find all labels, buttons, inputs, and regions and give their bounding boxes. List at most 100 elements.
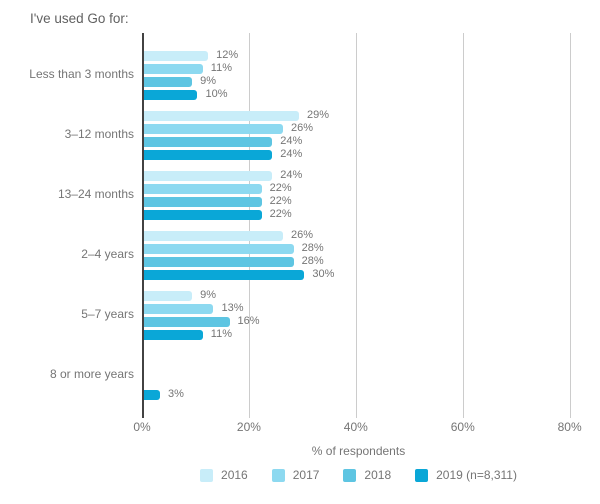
legend-item-2019-n-8-311: 2019 (n=8,311) <box>415 468 517 482</box>
x-tick-label-60: 60% <box>450 420 475 434</box>
bar-2017-13-24-months <box>144 183 262 194</box>
bar-value-label: 26% <box>290 229 314 241</box>
bar-row: 16% <box>144 315 575 327</box>
legend-item-2018: 2018 <box>343 468 391 482</box>
bar-value-label: 16% <box>237 315 260 327</box>
category-label-13-24-months: 13–24 months <box>57 187 134 201</box>
bar-value-label: 24% <box>280 148 303 160</box>
bar-row: 28% <box>144 242 575 254</box>
category-label-2-4-years: 2–4 years <box>81 247 134 261</box>
bar-2016-5-7-years <box>144 290 193 301</box>
bar-row: 24% <box>144 148 575 160</box>
category-label-8-or-more-years: 8 or more years <box>49 367 134 381</box>
bar-value-label: 9% <box>200 75 217 87</box>
bar-2016-less-than-3-months <box>144 50 209 61</box>
bar-2017-less-than-3-months <box>144 63 203 74</box>
bar-group-2-4-years: 26% 28% 28% 30% <box>144 225 575 285</box>
bar-row: 22% <box>144 208 575 220</box>
bar-2017-5-7-years <box>144 303 214 314</box>
bar-group-5-7-years: 9% 13% 16% 11% <box>144 285 575 345</box>
bar-row: 12% <box>144 49 575 61</box>
bar-2018-less-than-3-months <box>144 76 193 87</box>
legend-swatch-icon <box>415 468 429 482</box>
bar-2018-13-24-months <box>144 196 262 207</box>
bar-value-label: 26% <box>290 122 314 134</box>
x-tick-label-0: 0% <box>133 420 151 434</box>
bar-row: 11% <box>144 62 575 74</box>
x-tick-label-80: 80% <box>557 420 582 434</box>
bar-2016-13-24-months <box>144 170 273 181</box>
legend-label: 2018 <box>364 468 392 482</box>
category-label-5-7-years: 5–7 years <box>81 307 134 321</box>
legend-label: 2019 (n=8,311) <box>436 468 517 482</box>
bar-2019-n-8-311-3-12-months <box>144 149 273 160</box>
bar-group-13-24-months: 24% 22% 22% 22% <box>144 165 575 225</box>
bar-value-label: 11% <box>210 62 232 74</box>
bar-group-3-12-months: 29% 26% 24% 24% <box>144 105 575 165</box>
gridline-80 <box>569 33 571 418</box>
bar-2016-3-12-months <box>144 110 300 121</box>
category-label-3-12-months: 3–12 months <box>64 127 134 141</box>
gridline-20 <box>248 33 250 418</box>
legend-item-2017: 2017 <box>271 468 319 482</box>
gridline-60 <box>462 33 464 418</box>
bar-2019-n-8-311-8-or-more-years <box>144 389 161 400</box>
bar-row: 9% <box>144 289 575 301</box>
bar-2018-3-12-months <box>144 136 273 147</box>
chart-title: I've used Go for: <box>30 11 129 26</box>
bar-row: 9% <box>144 75 575 87</box>
legend-swatch-icon <box>271 468 285 482</box>
bar-2017-3-12-months <box>144 123 283 134</box>
bar-value-label: 29% <box>307 109 330 121</box>
x-tick-label-40: 40% <box>343 420 368 434</box>
bar-2019-n-8-311-13-24-months <box>144 209 262 220</box>
bar-value-label: 22% <box>269 195 292 207</box>
bar-row <box>144 351 575 361</box>
bar-value-label: 10% <box>205 88 228 100</box>
bar-value-label: 22% <box>269 208 292 220</box>
bar-row <box>144 377 575 387</box>
bar-row: 22% <box>144 182 575 194</box>
legend: 2016 2017 2018 2019 (n=8,311) <box>142 468 575 482</box>
bar-row: 30% <box>144 268 575 280</box>
bar-row: 26% <box>144 229 575 241</box>
category-label-less-than-3-months: Less than 3 months <box>29 67 134 81</box>
bar-value-label: 3% <box>168 388 184 400</box>
plot-area: 12% 11% 9% 10% 29% 26% 24% 24% 24% 22% 22% 22% 26% 28… <box>142 33 575 418</box>
bar-2016-2-4-years <box>144 230 283 241</box>
bar-2019-n-8-311-less-than-3-months <box>144 89 198 100</box>
bar-row <box>144 364 575 374</box>
x-axis-title: % of respondents <box>311 444 406 458</box>
bar-2019-n-8-311-5-7-years <box>144 329 203 340</box>
bar-value-label: 9% <box>200 289 217 301</box>
bar-value-label: 12% <box>216 49 239 61</box>
bar-value-label: 28% <box>301 242 324 254</box>
y-axis-category-labels: Less than 3 months 3–12 months 13–24 month… <box>0 33 134 413</box>
legend-label: 2016 <box>221 468 248 482</box>
bar-value-label: 28% <box>301 255 324 267</box>
bar-value-label: 24% <box>280 169 303 181</box>
legend-item-2016: 2016 <box>200 468 248 482</box>
bar-row: 22% <box>144 195 575 207</box>
bar-group-less-than-3-months: 12% 11% 9% 10% <box>144 45 575 105</box>
gridline-40 <box>355 33 357 418</box>
bar-row: 24% <box>144 169 575 181</box>
bar-value-label: 24% <box>280 135 303 147</box>
bar-group-8-or-more-years: 3% <box>144 345 575 405</box>
bar-value-label: 22% <box>269 182 292 194</box>
bar-value-label: 30% <box>312 268 335 280</box>
bar-2019-n-8-311-2-4-years <box>144 269 305 280</box>
bar-2018-2-4-years <box>144 256 294 267</box>
bar-row: 3% <box>144 388 575 400</box>
bar-row: 29% <box>144 109 575 121</box>
y-axis-line <box>142 33 144 418</box>
x-tick-label-20: 20% <box>236 420 261 434</box>
bar-2017-2-4-years <box>144 243 294 254</box>
bar-2018-5-7-years <box>144 316 230 327</box>
bar-value-label: 11% <box>210 328 232 340</box>
bar-row: 26% <box>144 122 575 134</box>
legend-swatch-icon <box>343 468 357 482</box>
bar-row: 10% <box>144 88 575 100</box>
bar-row: 13% <box>144 303 575 314</box>
